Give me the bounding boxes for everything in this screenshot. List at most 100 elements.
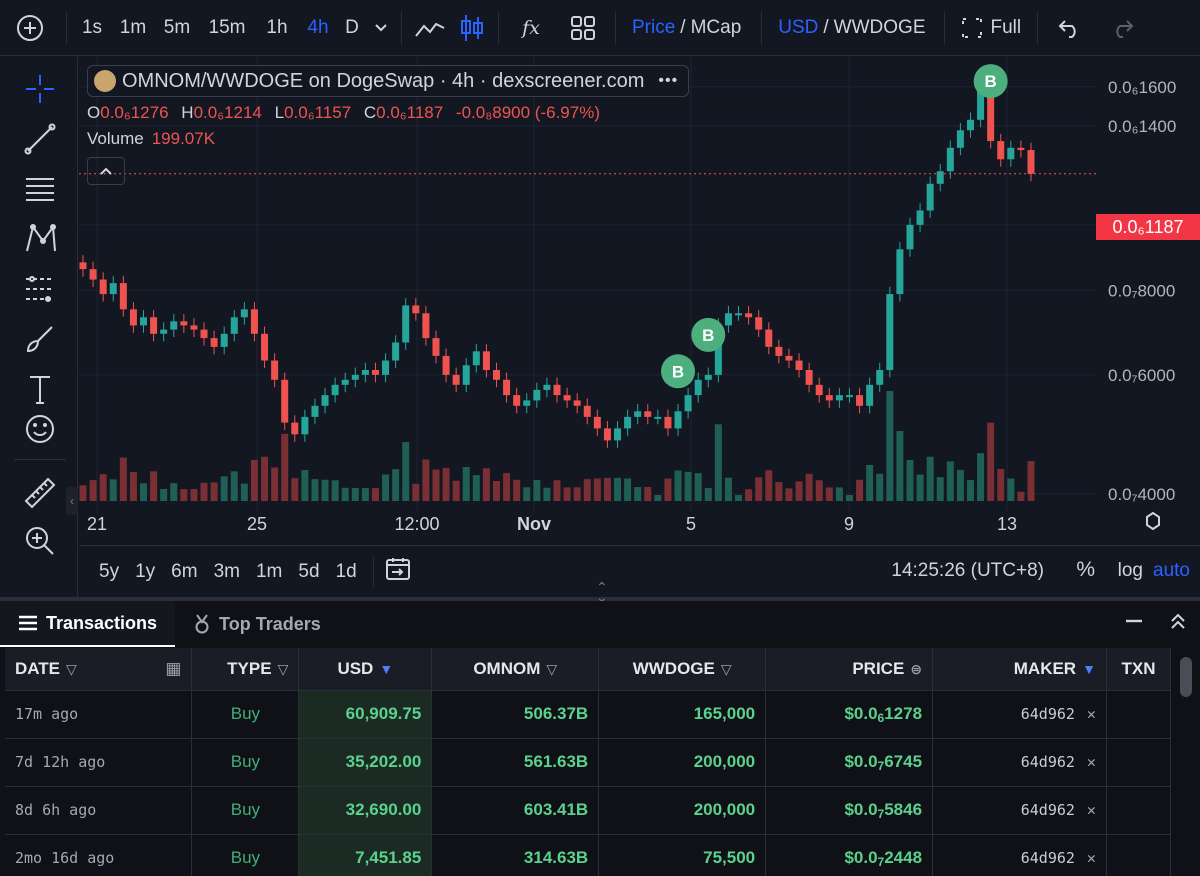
emoji-icon[interactable] [14,409,66,449]
filter-icon[interactable]: ▽ [720,660,732,677]
row-maker-address[interactable]: 64d962 [1020,849,1075,867]
volume-bar [624,478,632,501]
wwdoge-toggle-label[interactable]: WWDOGE [833,16,926,38]
range-5y[interactable]: 5y [99,560,120,582]
filter-active-icon[interactable]: ▼ [379,660,394,677]
col-type[interactable]: TYPE ▽ [191,648,300,691]
range-1d[interactable]: 1d [335,560,357,582]
timeframe-1h[interactable]: 1h [266,16,288,38]
external-link-icon[interactable] [1129,703,1147,721]
currency-icon[interactable]: ⊜ [910,660,923,677]
row-maker[interactable]: 64d962 ✕ [932,834,1107,876]
collapse-toolbar-icon[interactable]: ‹ [66,487,78,515]
table-row[interactable]: 17m ago Buy 60,909.75 506.37B 165,000 $0… [5,690,1172,739]
fib-levels-icon[interactable] [14,269,66,309]
candle-body [977,90,985,120]
row-maker-address[interactable]: 64d962 [1020,705,1075,723]
row-maker[interactable]: 64d962 ✕ [932,738,1107,787]
crosshair-icon[interactable] [14,69,66,109]
expand-icon[interactable] [1170,611,1186,637]
row-maker[interactable]: 64d962 ✕ [932,690,1107,739]
usd-toggle-label[interactable]: USD [778,16,819,38]
timeframe-1m[interactable]: 1m [119,16,147,38]
trend-line-icon[interactable] [14,119,66,159]
range-5d[interactable]: 5d [298,560,320,582]
goto-date-icon[interactable] [384,556,412,588]
row-price: $0.075846 [765,786,934,835]
calendar-icon[interactable]: ▦ [165,658,182,678]
more-options-icon[interactable]: ••• [658,72,679,89]
timeframe-1s[interactable]: 1s [81,16,103,38]
col-txn: TXN [1106,648,1172,691]
text-tool-icon[interactable] [14,369,66,409]
price-mcap-toggle[interactable]: Price / MCap [622,0,747,56]
remove-filter-icon[interactable]: ✕ [1086,705,1096,723]
percent-scale-toggle[interactable]: % [1076,558,1095,581]
range-3m[interactable]: 3m [213,560,240,582]
indicators-fx-button[interactable]: fx [522,16,540,39]
resize-handle-icon[interactable]: ⌃ ⌄ [596,579,608,605]
currency-toggle[interactable]: USD / WWDOGE [768,0,933,56]
price-toggle-label[interactable]: Price [632,16,676,38]
table-scrollbar[interactable] [1180,657,1192,697]
row-maker[interactable]: 64d962 ✕ [932,786,1107,835]
mcap-toggle-label[interactable]: MCap [690,16,742,38]
filter-icon[interactable]: ▽ [66,660,77,677]
row-txn[interactable] [1106,834,1172,876]
minimize-icon[interactable] [1124,611,1144,637]
remove-filter-icon[interactable]: ✕ [1086,753,1096,771]
col-usd[interactable]: USD ▼ [298,648,433,691]
filter-icon[interactable]: ▽ [277,660,289,677]
auto-scale-toggle[interactable]: auto [1153,560,1190,581]
row-maker-address[interactable]: 64d962 [1020,801,1075,819]
remove-filter-icon[interactable]: ✕ [1086,849,1096,867]
timeframe-5m[interactable]: 5m [163,16,191,38]
range-1y[interactable]: 1y [135,560,156,582]
timeframe-4h[interactable]: 4h [307,16,329,38]
pattern-icon[interactable] [14,219,66,259]
ruler-icon[interactable] [14,473,66,513]
table-row[interactable]: 7d 12h ago Buy 35,202.00 561.63B 200,000… [5,738,1172,787]
redo-icon[interactable] [1096,0,1148,56]
range-1m[interactable]: 1m [255,560,283,582]
row-maker-address[interactable]: 64d962 [1020,753,1075,771]
filter-icon[interactable]: ▽ [546,660,558,677]
row-txn[interactable] [1106,738,1172,787]
row-txn[interactable] [1106,690,1172,739]
external-link-icon[interactable] [1129,751,1147,769]
table-row[interactable]: 8d 6h ago Buy 32,690.00 603.41B 200,000 … [5,786,1172,835]
table-row[interactable]: 2mo 16d ago Buy 7,451.85 314.63B 75,500 … [5,834,1172,876]
row-txn[interactable] [1106,786,1172,835]
col-wwdoge[interactable]: WWDOGE ▽ [598,648,767,691]
chevron-down-icon[interactable] [367,0,395,56]
range-6m[interactable]: 6m [171,560,198,582]
col-maker[interactable]: MAKER ▼ [932,648,1107,691]
price-chart[interactable]: 0.0₆16000.0₆14000.0₆10000.0₇80000.0₇6000… [79,57,1200,544]
collapse-legend-button[interactable] [87,157,125,185]
remove-filter-icon[interactable]: ✕ [1086,801,1096,819]
col-date[interactable]: DATE ▽ ▦ [5,648,193,691]
chart-clock[interactable]: 14:25:26 (UTC+8) [891,560,1044,581]
brush-icon[interactable] [14,319,66,359]
timeframe-d[interactable]: D [345,16,359,38]
tab-top-traders[interactable]: Top Traders [175,601,339,647]
time-tick-label: 25 [247,514,267,534]
filter-active-icon[interactable]: ▼ [1082,660,1096,677]
panel-divider[interactable] [0,597,1200,601]
col-omnom[interactable]: OMNOM ▽ [431,648,600,691]
horizontal-lines-icon[interactable] [14,169,66,209]
tab-transactions[interactable]: Transactions [0,601,176,647]
candles-icon[interactable] [452,0,492,56]
log-scale-toggle[interactable]: log [1117,560,1143,581]
layout-grid-icon[interactable] [557,0,609,56]
line-chart-icon[interactable] [408,0,452,56]
zoom-in-icon[interactable] [14,521,66,561]
external-link-icon[interactable] [1129,799,1147,817]
undo-icon[interactable] [1044,0,1096,56]
plus-circle-icon[interactable] [0,0,60,56]
external-link-icon[interactable] [1129,847,1147,865]
symbol-title-box[interactable]: OMNOM/WWDOGE on DogeSwap · 4h · dexscree… [87,65,690,97]
timeframe-15m[interactable]: 15m [208,16,246,38]
fullscreen-button[interactable]: Full [951,0,1032,56]
col-price[interactable]: PRICE ⊜ [765,648,934,691]
